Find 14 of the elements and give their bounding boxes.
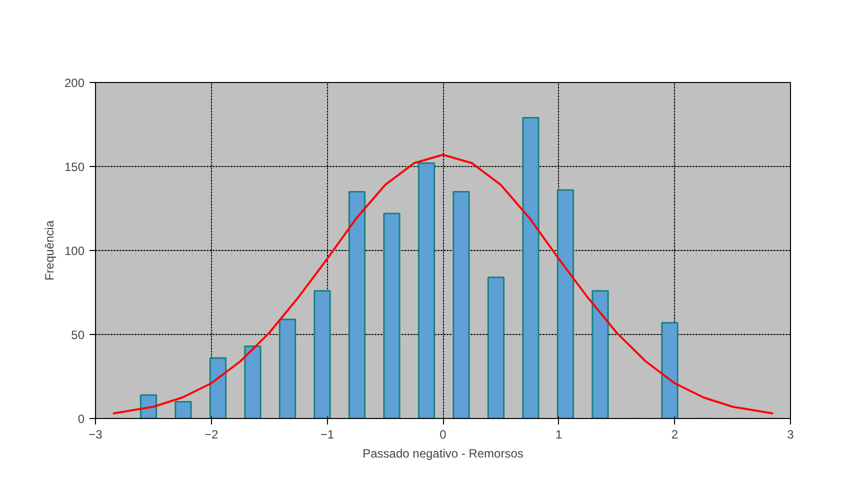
y-tick-label: 200 xyxy=(64,76,85,90)
x-tick-label: 0 xyxy=(440,428,447,442)
x-tick-label: 2 xyxy=(671,428,678,442)
y-tick-label: 50 xyxy=(71,328,85,342)
x-tick-label: −3 xyxy=(88,428,103,442)
y-tick-label: 0 xyxy=(78,412,85,426)
y-axis-title: Frequência xyxy=(42,220,56,281)
x-tick-label: −2 xyxy=(204,428,218,442)
y-tick-label: 150 xyxy=(64,160,85,174)
x-tick-label: 3 xyxy=(787,428,794,442)
x-tick-label: −1 xyxy=(320,428,334,442)
x-tick-label: 1 xyxy=(555,428,562,442)
y-tick-label: 100 xyxy=(64,244,85,258)
x-axis-title: Passado negativo - Remorsos xyxy=(362,446,524,460)
